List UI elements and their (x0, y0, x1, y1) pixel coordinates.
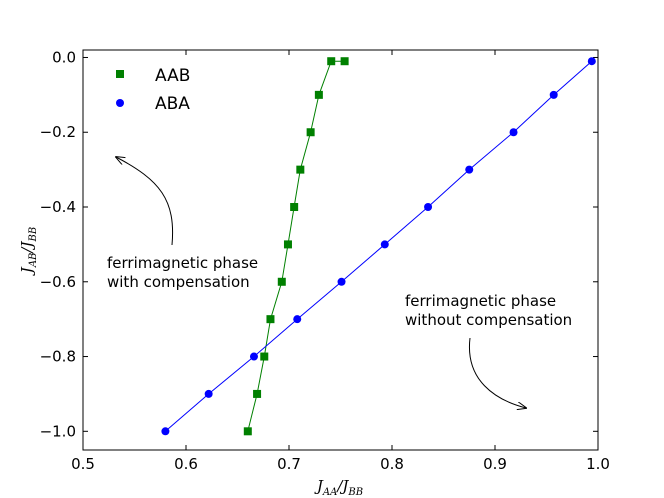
y-tick-label: −0.4 (40, 198, 76, 216)
data-point-aab (296, 165, 305, 174)
annotation-arrow-left (116, 157, 174, 246)
y-tick-label: −0.8 (40, 348, 76, 366)
annotation-left-line2: with compensation (107, 273, 250, 291)
y-tick-label: 0.0 (52, 48, 76, 66)
data-point-aab (340, 57, 349, 66)
y-tick-label: −1.0 (40, 422, 76, 440)
annotation-without-compensation: ferrimagnetic phase without compensation (405, 292, 572, 408)
annotation-right-line1: ferrimagnetic phase (405, 292, 556, 310)
series-line-aab (247, 60, 345, 432)
legend-marker-aba (116, 99, 124, 107)
annotation-arrow-right (468, 337, 526, 408)
data-point-aab (290, 203, 299, 212)
data-point-aab (243, 427, 252, 436)
data-point-aba (161, 427, 170, 436)
y-tick-label: −0.6 (40, 273, 76, 291)
x-tick-label: 0.7 (277, 455, 301, 473)
data-point-aab (277, 277, 286, 286)
legend-marker-aab (116, 70, 124, 78)
annotation-left-line1: ferrimagnetic phase (107, 254, 258, 272)
data-point-aba (587, 57, 596, 66)
x-axis-label: JAA/JBB (314, 477, 363, 498)
series-line-aba (165, 60, 593, 432)
plot-frame (82, 49, 599, 451)
data-point-aab (260, 352, 269, 361)
legend-label-aab: AAB (155, 66, 190, 86)
x-tick-label: 0.9 (483, 455, 507, 473)
y-axis-label: JAB/JBB (18, 227, 39, 276)
data-point-aab (253, 389, 262, 398)
data-point-aba (249, 352, 258, 361)
y-tick-label: −0.2 (40, 123, 76, 141)
series-layer (161, 57, 596, 436)
annotation-with-compensation: ferrimagnetic phase with compensation (107, 157, 258, 291)
x-tick-label: 0.5 (71, 455, 95, 473)
data-point-aab (314, 90, 323, 99)
x-axis-ticks: 0.5 0.6 0.7 0.8 0.9 1.0 (71, 50, 610, 473)
data-point-aba (204, 389, 213, 398)
data-point-aba (424, 203, 433, 212)
data-point-aab (283, 240, 292, 249)
x-tick-label: 1.0 (586, 455, 610, 473)
data-point-aba (509, 128, 518, 137)
data-point-aab (306, 128, 315, 137)
data-point-aab (327, 57, 336, 66)
x-tick-label: 0.8 (380, 455, 404, 473)
legend: AAB ABA (116, 66, 190, 114)
y-axis-ticks: 0.0 −0.2 −0.4 −0.6 −0.8 −1.0 (40, 48, 598, 440)
data-point-aba (293, 315, 302, 324)
data-point-aba (337, 277, 346, 286)
annotation-right-line2: without compensation (405, 311, 572, 329)
data-point-aba (465, 165, 474, 174)
data-point-aba (380, 240, 389, 249)
data-point-aab (266, 315, 275, 324)
data-point-aba (549, 90, 558, 99)
x-tick-label: 0.6 (174, 455, 198, 473)
legend-label-aba: ABA (155, 94, 190, 114)
